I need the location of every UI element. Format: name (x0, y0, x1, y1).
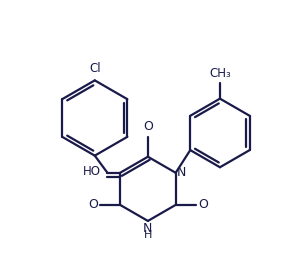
Text: CH₃: CH₃ (209, 67, 231, 80)
Text: N: N (143, 222, 153, 235)
Text: N: N (177, 166, 186, 179)
Text: O: O (198, 198, 208, 211)
Text: O: O (143, 120, 153, 134)
Text: O: O (88, 198, 98, 211)
Text: H: H (144, 230, 152, 240)
Text: Cl: Cl (89, 62, 101, 75)
Text: HO: HO (83, 165, 101, 178)
